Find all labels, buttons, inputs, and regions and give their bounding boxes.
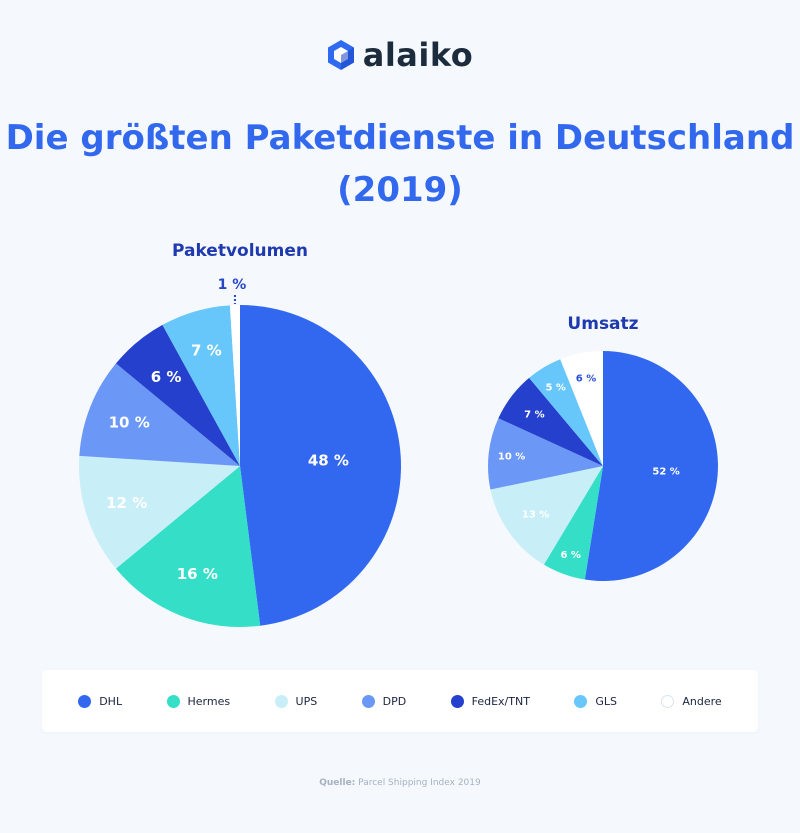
chart-title-umsatz: Umsatz bbox=[567, 314, 638, 334]
legend-dot-gls bbox=[574, 694, 588, 708]
slice-paketvolumen-andere bbox=[229, 305, 240, 466]
legend-item-andere: Andere bbox=[661, 694, 722, 708]
alaiko-logo-icon bbox=[327, 40, 354, 70]
legend-label-dhl: DHL bbox=[99, 694, 123, 708]
pie-chart-umsatz: Umsatz 52 % 6 % 13 % 10 % 7 % 5 % 6 % bbox=[488, 314, 718, 581]
legend-item-dhl: DHL bbox=[78, 694, 123, 708]
source-label: Quelle: bbox=[319, 778, 356, 788]
legend-label-fedex-tnt: FedEx/TNT bbox=[471, 694, 530, 708]
slice-umsatz-fedex-tnt bbox=[498, 377, 603, 466]
data-label-umsatz-dhl: 52 % bbox=[652, 467, 679, 478]
legend: DHL Hermes UPS DPD FedEx/TNT GLS Andere bbox=[42, 670, 758, 732]
source-text: Parcel Shipping Index 2019 bbox=[358, 778, 481, 788]
legend-label-gls: GLS bbox=[595, 694, 617, 708]
slice-paketvolumen-dhl bbox=[240, 305, 401, 626]
legend-dot-dpd bbox=[361, 694, 375, 708]
data-label-umsatz-dpd: 10 % bbox=[498, 451, 525, 462]
legend-label-dpd: DPD bbox=[382, 694, 407, 708]
legend-dot-dhl bbox=[78, 694, 92, 708]
data-label-umsatz-ups: 13 % bbox=[522, 510, 549, 521]
legend-label-ups: UPS bbox=[295, 694, 318, 708]
legend-dot-fedex-tnt bbox=[450, 694, 464, 708]
slice-umsatz-dpd bbox=[488, 418, 603, 490]
data-label-paketvolumen-gls: 7 % bbox=[191, 341, 222, 359]
slice-umsatz-ups bbox=[490, 466, 603, 565]
data-label-umsatz-fedex-tnt: 7 % bbox=[524, 409, 544, 420]
alaiko-logo: alaiko bbox=[0, 36, 800, 74]
slice-umsatz-dhl bbox=[584, 351, 718, 581]
legend-label-andere: Andere bbox=[682, 694, 722, 708]
charts-area: Paketvolumen 48 % 16 % 12 % 10 % 6 % 7 % 1 % Um… bbox=[79, 241, 718, 627]
slice-umsatz-andere bbox=[560, 351, 603, 466]
data-label-paketvolumen-dhl: 48 % bbox=[308, 452, 349, 470]
page-title-line2: (2019) bbox=[337, 170, 463, 210]
legend-item-gls: GLS bbox=[574, 694, 617, 708]
legend-dot-andere bbox=[661, 694, 675, 708]
pie-chart-paketvolumen: Paketvolumen 48 % 16 % 12 % 10 % 6 % 7 % 1 % bbox=[79, 241, 401, 627]
source-note: Quelle: Parcel Shipping Index 2019 bbox=[0, 778, 800, 788]
legend-label-hermes: Hermes bbox=[187, 694, 231, 708]
legend-item-hermes: Hermes bbox=[166, 694, 231, 708]
slice-paketvolumen-ups bbox=[79, 455, 240, 569]
slice-paketvolumen-fedex-tnt bbox=[115, 324, 240, 466]
legend-item-fedex-tnt: FedEx/TNT bbox=[450, 694, 530, 708]
slice-paketvolumen-hermes bbox=[115, 466, 261, 627]
slice-paketvolumen-dpd bbox=[79, 363, 240, 466]
data-label-paketvolumen-hermes: 16 % bbox=[177, 565, 218, 583]
slice-umsatz-gls bbox=[529, 359, 603, 466]
data-label-umsatz-gls: 5 % bbox=[545, 383, 565, 394]
data-label-paketvolumen-andere: 1 % bbox=[218, 277, 247, 293]
chart-title-paketvolumen: Paketvolumen bbox=[172, 241, 308, 261]
page-title: Die größten Paketdienste in Deutschland … bbox=[0, 112, 800, 216]
legend-dot-hermes bbox=[166, 694, 180, 708]
legend-item-dpd: DPD bbox=[361, 694, 407, 708]
slice-umsatz-hermes bbox=[543, 466, 603, 580]
page-title-line1: Die größten Paketdienste in Deutschland bbox=[5, 118, 795, 158]
data-label-umsatz-andere: 6 % bbox=[576, 373, 596, 384]
data-label-paketvolumen-dpd: 10 % bbox=[109, 413, 150, 431]
legend-item-ups: UPS bbox=[274, 694, 318, 708]
data-label-paketvolumen-ups: 12 % bbox=[106, 494, 147, 512]
data-label-umsatz-hermes: 6 % bbox=[560, 550, 580, 561]
slice-paketvolumen-gls bbox=[162, 305, 240, 466]
legend-dot-ups bbox=[274, 694, 288, 708]
data-label-paketvolumen-fedex-tnt: 6 % bbox=[151, 368, 182, 386]
alaiko-logo-text: alaiko bbox=[362, 36, 474, 74]
